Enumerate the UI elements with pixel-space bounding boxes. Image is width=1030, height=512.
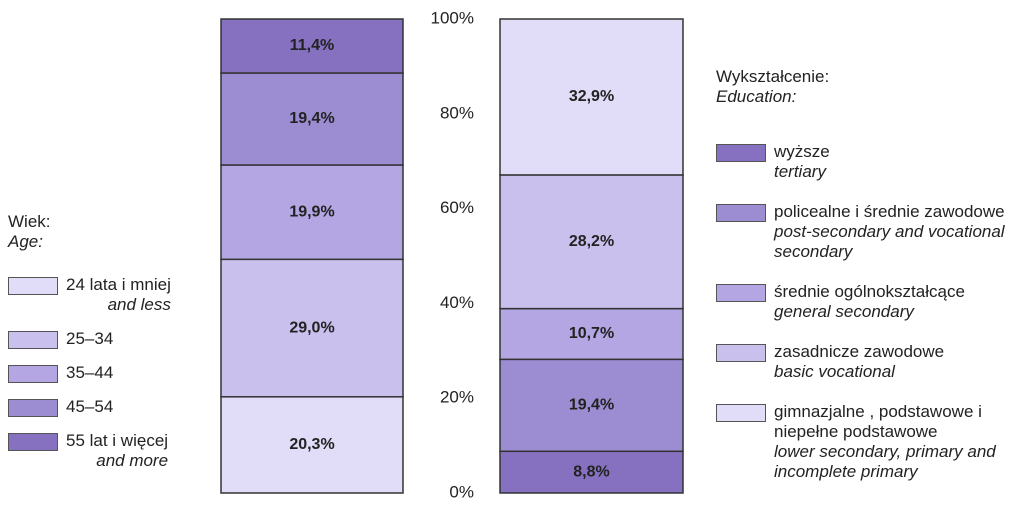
bar-segment xyxy=(499,450,684,494)
legend-name-en: general secondary xyxy=(774,302,914,321)
legend-name: gimnazjalne , podstawowe i niepełne pods… xyxy=(774,402,982,441)
bar-segment xyxy=(220,164,404,261)
bar-segment xyxy=(499,358,684,453)
legend-name: średnie ogólnokształcące xyxy=(774,282,965,301)
bar-segment xyxy=(499,307,684,361)
y-tick-label: 100% xyxy=(431,8,474,27)
legend-title: Wiek: xyxy=(8,212,51,231)
value-label: 10,7% xyxy=(569,325,614,342)
legend-name-en: post-secondary and vocational secondary xyxy=(774,222,1005,261)
legend-swatch xyxy=(8,365,58,383)
legend-name: 45–54 xyxy=(66,397,114,416)
y-tick-label: 80% xyxy=(440,103,474,122)
legend-item: 35–44 xyxy=(8,363,213,383)
y-tick-label: 0% xyxy=(449,482,474,501)
legend-name: wyższe xyxy=(774,142,830,161)
legend-text: 24 lata i mniej and less xyxy=(66,275,171,315)
legend-name: policealne i średnie zawodowe xyxy=(774,202,1005,221)
legend-item: średnie ogólnokształcące general secondar… xyxy=(716,282,1026,322)
legend-name-en: tertiary xyxy=(774,162,826,181)
legend-item: gimnazjalne , podstawowe i niepełne pods… xyxy=(716,402,1026,482)
bar-segment xyxy=(499,18,684,176)
value-label: 19,4% xyxy=(289,110,334,127)
value-label: 32,9% xyxy=(569,88,614,105)
legend-text: 55 lat i więcej and more xyxy=(66,431,168,471)
bar-segment xyxy=(220,72,404,166)
legend: Wiek: Age: 24 lata i mniej and less 25–34 35–… xyxy=(8,212,213,485)
legend-item: 45–54 xyxy=(8,397,213,417)
legend-item: 24 lata i mniej and less xyxy=(8,275,213,315)
legend-swatch xyxy=(716,344,766,362)
legend-name: zasadnicze zawodowe xyxy=(774,342,945,361)
legend-swatch xyxy=(716,284,766,302)
legend-items: wyższe tertiary policealne i średnie zawod… xyxy=(716,142,1026,482)
legend-swatch xyxy=(716,204,766,222)
legend-text: wyższe tertiary xyxy=(774,142,1026,182)
value-label: 28,2% xyxy=(569,233,614,250)
legend-swatch xyxy=(716,144,766,162)
legend-items: 24 lata i mniej and less 25–34 35–44 45–54 55… xyxy=(8,275,213,471)
legend-swatch xyxy=(8,433,58,451)
value-label: 11,4% xyxy=(290,37,334,54)
legend-text: zasadnicze zawodowe basic vocational xyxy=(774,342,1026,382)
legend-text: 25–34 xyxy=(66,329,113,349)
value-label: 8,8% xyxy=(573,463,609,480)
legend: Wykształcenie: Education: wyższe tertiary po… xyxy=(716,67,1026,502)
legend-name-en: basic vocational xyxy=(774,362,895,381)
value-label: 29,0% xyxy=(289,319,334,336)
legend-text: średnie ogólnokształcące general secondar… xyxy=(774,282,1026,322)
legend-title-en: Education: xyxy=(716,87,797,106)
legend-name-en: lower secondary, primary and incomplete … xyxy=(774,442,996,481)
value-label: 20,3% xyxy=(289,436,334,453)
y-tick-label: 20% xyxy=(440,388,474,407)
bar-segment xyxy=(499,174,684,310)
y-tick-label: 40% xyxy=(440,293,474,312)
legend-text: 45–54 xyxy=(66,397,113,417)
legend-name-en: and more xyxy=(96,451,169,470)
legend-text: gimnazjalne , podstawowe i niepełne pods… xyxy=(774,402,1026,482)
legend-item: zasadnicze zawodowe basic vocational xyxy=(716,342,1026,382)
legend-name: 24 lata i mniej xyxy=(66,275,171,294)
legend-swatch xyxy=(8,277,58,295)
bar-segment xyxy=(220,18,404,74)
legend-item: 25–34 xyxy=(8,329,213,349)
legend-title-en: Age: xyxy=(8,232,43,251)
y-tick-label: 60% xyxy=(440,198,474,217)
value-label: 19,9% xyxy=(289,203,334,220)
value-label: 19,4% xyxy=(569,397,614,414)
legend-item: wyższe tertiary xyxy=(716,142,1026,182)
legend-swatch xyxy=(716,404,766,422)
legend-name: 55 lat i więcej xyxy=(66,431,169,450)
legend-name: 35–44 xyxy=(66,363,114,382)
legend-name: 25–34 xyxy=(66,329,114,348)
legend-text: 35–44 xyxy=(66,363,113,383)
legend-swatch xyxy=(8,399,58,417)
legend-name-en: and less xyxy=(107,295,171,314)
legend-title: Wykształcenie: xyxy=(716,67,830,86)
legend-text: policealne i średnie zawodowe post-second… xyxy=(774,202,1026,262)
legend-item: 55 lat i więcej and more xyxy=(8,431,213,471)
legend-swatch xyxy=(8,331,58,349)
legend-item: policealne i średnie zawodowe post-second… xyxy=(716,202,1026,262)
bar-segment xyxy=(220,258,404,398)
